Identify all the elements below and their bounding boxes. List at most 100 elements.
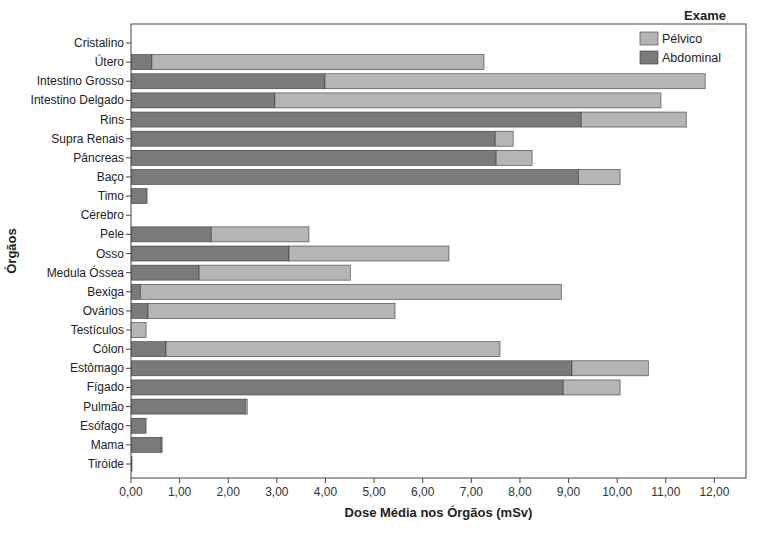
category-label: Rins bbox=[100, 113, 124, 127]
background bbox=[0, 0, 758, 548]
category-label: Timo bbox=[98, 189, 125, 203]
bar-segment bbox=[131, 227, 211, 242]
chart: 0,001,002,003,004,005,006,007,008,009,00… bbox=[0, 0, 758, 548]
y-tick bbox=[126, 43, 131, 44]
y-tick bbox=[126, 215, 131, 216]
category-label: Intestino Grosso bbox=[37, 74, 125, 88]
y-tick bbox=[126, 291, 131, 292]
bar-segment bbox=[325, 74, 705, 89]
category-label: Ovários bbox=[83, 304, 124, 318]
legend-title: Exame bbox=[684, 8, 726, 23]
bar-segment bbox=[199, 265, 350, 280]
bar-segment bbox=[131, 246, 289, 261]
y-tick bbox=[126, 62, 131, 63]
x-tick-label: 11,00 bbox=[651, 485, 680, 499]
y-tick bbox=[126, 310, 131, 311]
x-tick bbox=[276, 478, 277, 483]
category-label: Cérebro bbox=[81, 208, 125, 222]
x-tick-label: 10,00 bbox=[602, 485, 632, 499]
bar-segment bbox=[578, 169, 620, 184]
category-label: Útero bbox=[95, 54, 125, 69]
category-label: Intestino Delgado bbox=[31, 93, 125, 107]
x-tick-label: 8,00 bbox=[508, 485, 532, 499]
bar-segment bbox=[131, 457, 132, 472]
y-tick bbox=[126, 272, 131, 273]
bar-segment bbox=[131, 93, 275, 108]
legend-label: Abdominal bbox=[662, 51, 721, 65]
bar-segment bbox=[131, 112, 581, 127]
bar-segment bbox=[131, 74, 325, 89]
category-label: Fígado bbox=[87, 380, 125, 394]
x-tick bbox=[325, 478, 326, 483]
x-tick-label: 12,00 bbox=[699, 485, 729, 499]
y-tick bbox=[126, 387, 131, 388]
x-tick-label: 4,00 bbox=[314, 485, 338, 499]
x-tick bbox=[179, 478, 180, 483]
y-tick bbox=[126, 368, 131, 369]
bar-segment bbox=[131, 169, 578, 184]
bar-segment bbox=[131, 323, 146, 338]
legend-label: Pélvico bbox=[662, 32, 702, 46]
category-label: Osso bbox=[96, 247, 124, 261]
bar-segment bbox=[131, 303, 148, 318]
category-label: Estômago bbox=[70, 361, 124, 375]
x-tick-label: 1,00 bbox=[168, 485, 192, 499]
bar-segment bbox=[166, 342, 500, 357]
bar-segment bbox=[131, 265, 199, 280]
bar-segment bbox=[572, 361, 648, 376]
bar-segment bbox=[147, 189, 148, 204]
y-tick bbox=[126, 81, 131, 82]
category-label: Supra Renais bbox=[51, 132, 124, 146]
bar-segment bbox=[131, 284, 140, 299]
y-tick bbox=[126, 138, 131, 139]
y-tick bbox=[126, 157, 131, 158]
legend-swatch bbox=[640, 51, 658, 64]
x-tick bbox=[519, 478, 520, 483]
bar-segment bbox=[496, 150, 532, 165]
category-label: Testículos bbox=[71, 323, 124, 337]
x-axis-title: Dose Média nos Órgãos (mSv) bbox=[345, 505, 533, 520]
y-tick bbox=[126, 349, 131, 350]
bar-segment bbox=[275, 93, 661, 108]
bar-segment bbox=[131, 399, 245, 414]
category-label: Pulmão bbox=[83, 400, 124, 414]
bar-segment bbox=[131, 342, 166, 357]
category-label: Cólon bbox=[93, 342, 124, 356]
y-tick bbox=[126, 330, 131, 331]
x-tick bbox=[617, 478, 618, 483]
y-tick bbox=[126, 100, 131, 101]
bar-segment bbox=[131, 131, 495, 146]
category-label: Pele bbox=[100, 227, 124, 241]
category-label: Pâncreas bbox=[73, 151, 124, 165]
bar-segment bbox=[161, 437, 163, 452]
x-tick bbox=[568, 478, 569, 483]
x-tick-label: 6,00 bbox=[411, 485, 435, 499]
x-tick-label: 5,00 bbox=[362, 485, 386, 499]
bar-segment bbox=[289, 246, 449, 261]
bar-segment bbox=[211, 227, 309, 242]
y-axis-title: Órgãos bbox=[4, 228, 19, 274]
bar-segment bbox=[131, 189, 147, 204]
bar-segment bbox=[563, 380, 620, 395]
x-tick bbox=[471, 478, 472, 483]
bar-segment bbox=[152, 55, 484, 70]
y-tick bbox=[126, 253, 131, 254]
bar-segment bbox=[140, 284, 561, 299]
legend-swatch bbox=[640, 32, 658, 45]
y-tick bbox=[126, 464, 131, 465]
bar-segment bbox=[495, 131, 513, 146]
bar-segment bbox=[148, 303, 395, 318]
y-tick bbox=[126, 425, 131, 426]
x-tick-label: 7,00 bbox=[460, 485, 484, 499]
y-tick bbox=[126, 176, 131, 177]
y-tick bbox=[126, 234, 131, 235]
bar-segment bbox=[131, 55, 152, 70]
x-tick bbox=[131, 478, 132, 483]
category-label: Bexiga bbox=[87, 285, 124, 299]
y-tick bbox=[126, 444, 131, 445]
category-label: Baço bbox=[97, 170, 125, 184]
legend: Exame Pélvico Abdominal bbox=[640, 8, 726, 65]
bar-segment bbox=[245, 399, 247, 414]
bar-segment bbox=[131, 418, 146, 433]
x-tick-label: 3,00 bbox=[265, 485, 289, 499]
